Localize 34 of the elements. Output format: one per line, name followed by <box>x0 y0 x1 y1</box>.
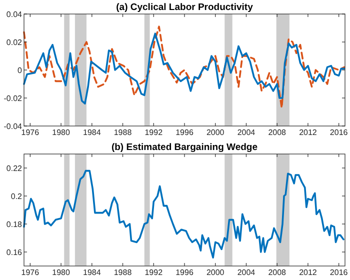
x-tick-label: 1988 <box>114 268 132 277</box>
y-tick-label: -0.04 <box>4 122 23 131</box>
x-tick-label: 2004 <box>237 128 256 137</box>
y-tick-label: 0.22 <box>6 164 23 173</box>
x-tick-label: 1976 <box>21 128 40 137</box>
x-tick-label: 2016 <box>330 268 348 277</box>
y-tick-label: 0.02 <box>6 38 23 47</box>
chart-title: (b) Estimated Bargaining Wedge <box>111 142 258 153</box>
x-tick-label: 1996 <box>176 128 194 137</box>
y-tick-label: 0.18 <box>6 220 23 229</box>
x-tick-label: 2016 <box>330 128 348 137</box>
x-tick-label: 1980 <box>52 128 70 137</box>
y-tick-label: 0.16 <box>6 248 23 257</box>
x-tick-label: 2012 <box>299 128 318 137</box>
y-tick-label: -0.02 <box>4 94 23 103</box>
x-tick-label: 2000 <box>206 268 225 277</box>
x-tick-label: 2008 <box>268 268 287 277</box>
x-tick-label: 1984 <box>83 128 102 137</box>
x-tick-label: 2004 <box>237 268 256 277</box>
x-tick-label: 2000 <box>206 128 225 137</box>
y-tick-label: 0.04 <box>6 10 23 19</box>
y-tick-label: 0 <box>18 66 23 75</box>
chart-title: (a) Cyclical Labor Productivity <box>116 2 254 13</box>
x-tick-label: 1992 <box>144 128 164 137</box>
x-tick-label: 1984 <box>83 268 102 277</box>
y-tick-label: 0.2 <box>10 192 23 201</box>
x-tick-label: 2008 <box>268 128 287 137</box>
x-tick-label: 1996 <box>176 268 194 277</box>
x-tick-label: 1980 <box>52 268 70 277</box>
x-tick-label: 1992 <box>144 268 164 277</box>
x-tick-label: 1988 <box>114 128 132 137</box>
x-tick-label: 1976 <box>21 268 40 277</box>
line-series <box>23 170 344 258</box>
x-tick-label: 2012 <box>299 268 318 277</box>
